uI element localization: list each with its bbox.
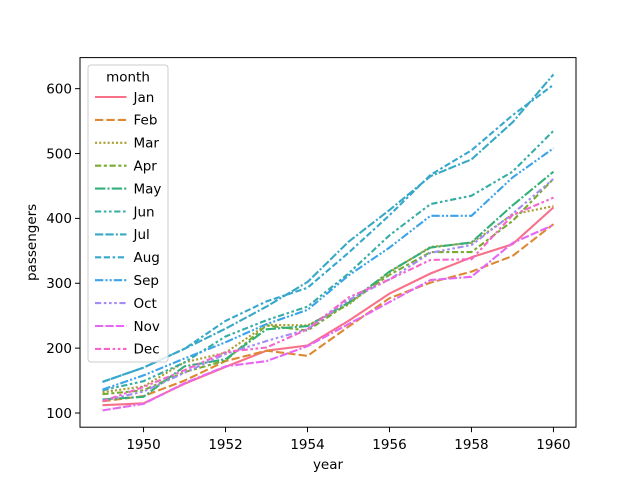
- legend-label-feb: Feb: [134, 113, 158, 129]
- legend-label-apr: Apr: [134, 159, 158, 175]
- legend-label-sep: Sep: [134, 273, 159, 289]
- y-tick-label: 100: [46, 406, 72, 422]
- y-tick-label: 300: [46, 276, 72, 292]
- line-jan: [102, 206, 555, 407]
- x-tick-label: 1960: [536, 437, 570, 453]
- axes-frame: [79, 57, 577, 428]
- legend-label-oct: Oct: [134, 296, 157, 312]
- legend-label-jul: Jul: [133, 227, 150, 243]
- x-tick-label: 1954: [290, 437, 324, 453]
- legend-label-jan: Jan: [133, 90, 155, 106]
- legend-label-mar: Mar: [134, 136, 160, 152]
- y-tick-label: 500: [46, 146, 72, 162]
- legend-label-aug: Aug: [134, 250, 160, 266]
- x-tick-label: 1956: [372, 437, 406, 453]
- legend-label-jun: Jun: [133, 204, 155, 220]
- legend-label-dec: Dec: [134, 342, 160, 358]
- line-may: [102, 170, 555, 401]
- line-sep: [102, 147, 555, 391]
- line-feb: [102, 223, 555, 403]
- line-dec: [102, 196, 554, 403]
- y-tick-label: 400: [46, 211, 72, 227]
- legend: month Jan Feb Mar Apr May Jun Jul Aug Sep Oct Nov De…: [87, 64, 169, 363]
- y-tick-label: 200: [46, 341, 72, 357]
- legend-title: month: [106, 70, 150, 86]
- x-tick-label: 1950: [126, 437, 160, 453]
- line-oct: [102, 178, 555, 402]
- line-apr: [102, 178, 555, 396]
- line-aug: [102, 83, 555, 383]
- line-jun: [102, 130, 555, 392]
- x-axis-label: year: [313, 457, 344, 473]
- x-tick-label: 1958: [454, 437, 488, 453]
- x-tick-label: 1952: [208, 437, 242, 453]
- legend-box: [87, 64, 169, 363]
- y-axis-label: passengers: [24, 204, 40, 281]
- y-tick-label: 600: [46, 81, 72, 97]
- line-nov: [102, 223, 554, 412]
- legend-label-nov: Nov: [134, 319, 160, 335]
- legend-label-may: May: [134, 181, 162, 197]
